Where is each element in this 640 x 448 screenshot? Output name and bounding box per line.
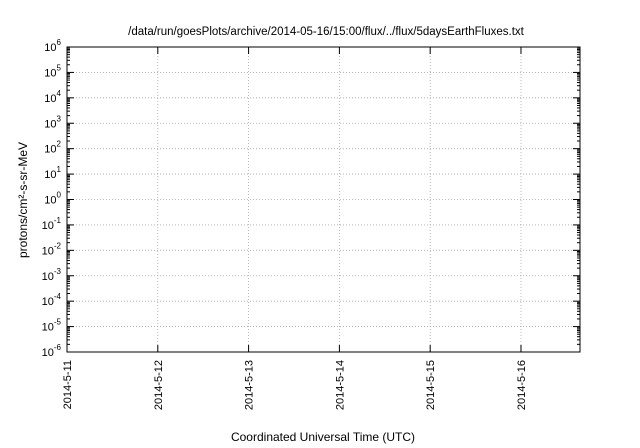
x-tick-label: 2014-5-16	[516, 360, 528, 410]
y-tick-label: 10-2	[42, 241, 62, 257]
x-tick-label: 2014-5-13	[244, 360, 256, 410]
plot-frame	[66, 46, 581, 353]
y-tick-label: 100	[44, 191, 61, 207]
y-tick-label: 10-5	[42, 318, 62, 334]
y-tick-label: 101	[44, 165, 61, 181]
y-tick-label: 104	[44, 89, 61, 105]
y-tick-label: 10-3	[42, 267, 62, 283]
x-tick-label: 2014-5-14	[334, 360, 346, 410]
y-tick-label: 106	[44, 38, 61, 54]
x-axis-label: Coordinated Universal Time (UTC)	[231, 430, 415, 444]
grid	[67, 47, 580, 352]
y-axis-label: protons/cm²-s-sr-MeV	[16, 142, 30, 258]
y-tick-label: 10-1	[42, 216, 62, 232]
y-tick-label: 102	[44, 140, 61, 156]
y-tick-label: 103	[44, 114, 61, 130]
axis-ticks: 10-6 10-5 10-4 10-3 10-2 10-1 100 101 102 103 104 1…	[42, 38, 580, 410]
chart-title: /data/run/goesPlots/archive/2014-05-16/1…	[128, 26, 524, 38]
y-tick-label: 105	[44, 63, 61, 79]
y-tick-label: 10-6	[42, 343, 62, 359]
x-tick-label: 2014-5-15	[425, 360, 437, 410]
x-tick-label: 2014-5-12	[153, 360, 165, 410]
y-tick-label: 10-4	[42, 292, 62, 308]
x-tick-label: 2014-5-11	[62, 360, 74, 409]
